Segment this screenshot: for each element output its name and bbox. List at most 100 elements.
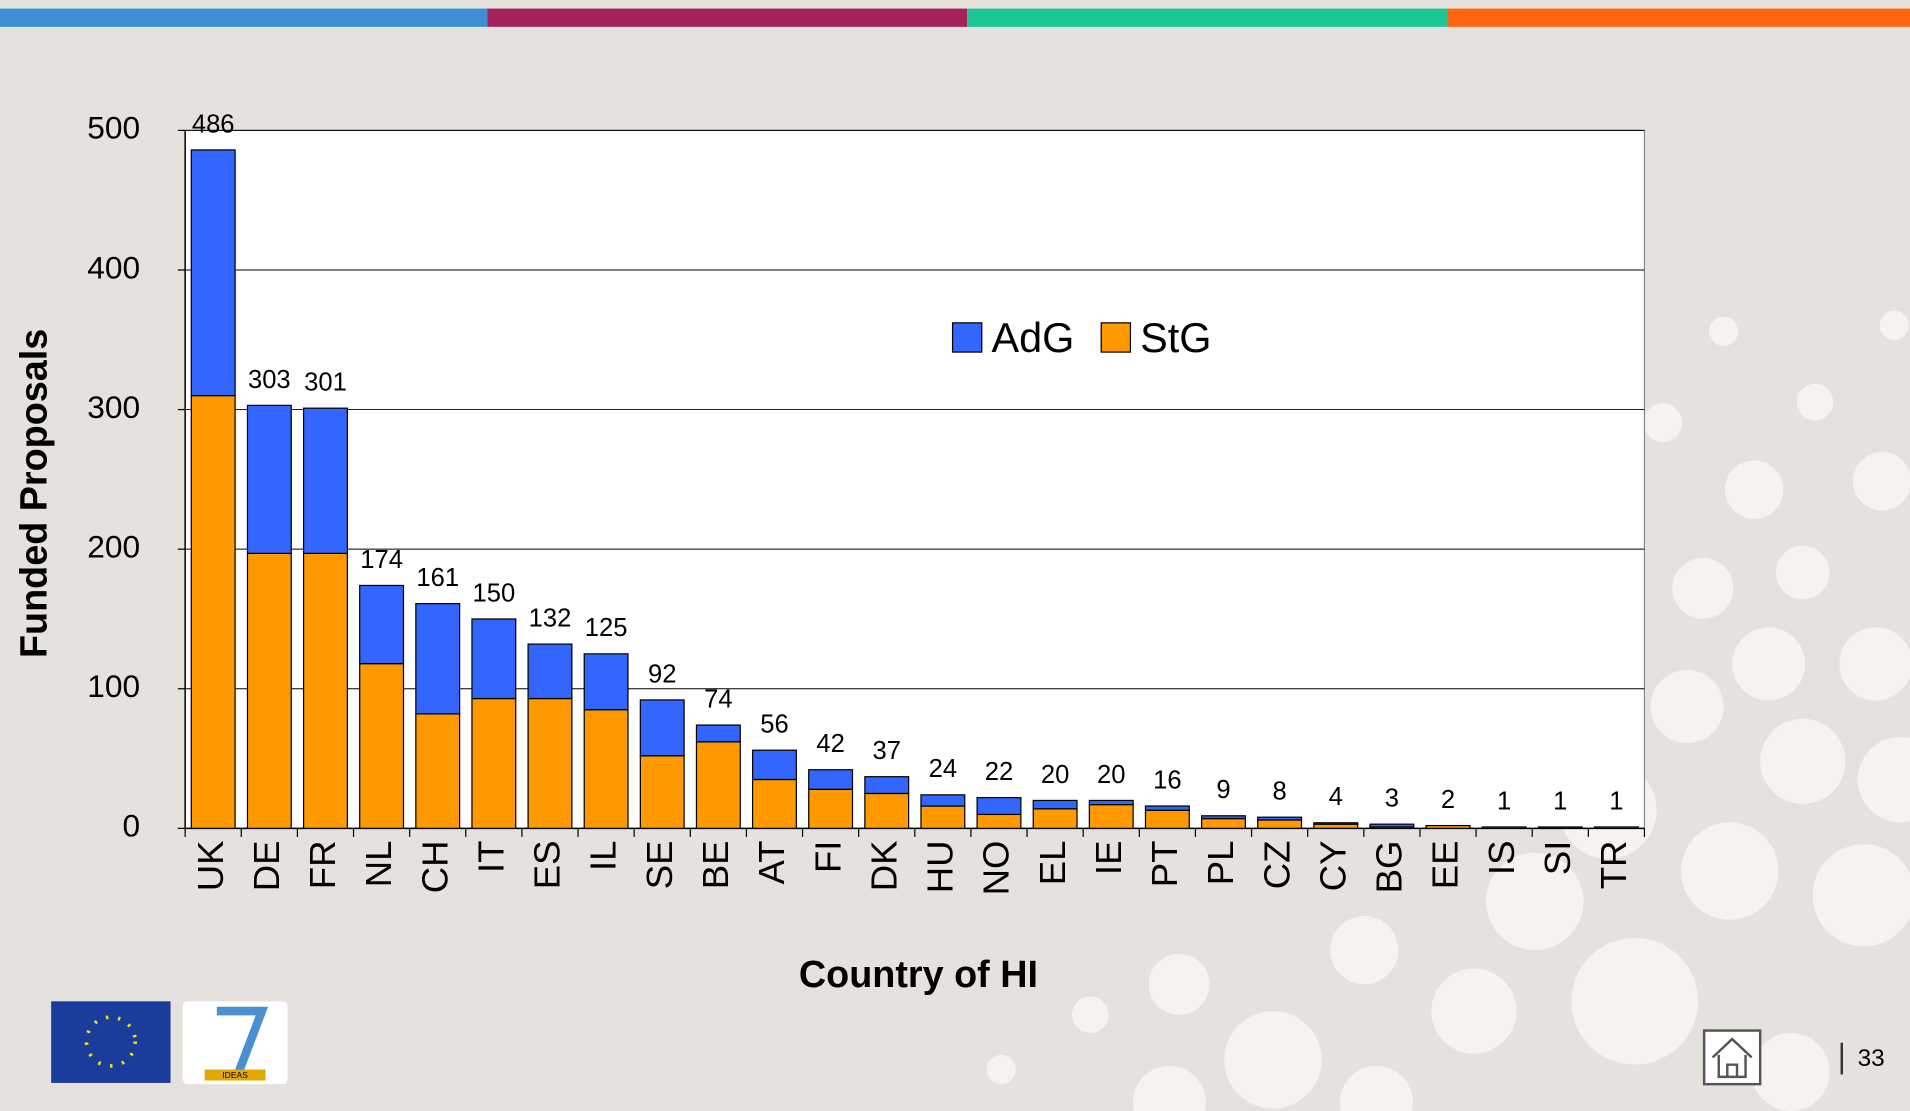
x-tick-label: PT [1144,841,1185,888]
bar-segment [976,813,1022,829]
bar-segment [527,697,573,829]
bar-segment [1088,799,1134,806]
total-label: 22 [985,758,1013,786]
x-tick-label: TR [1593,841,1634,890]
total-label: 1 [1497,787,1511,815]
total-label: 486 [192,110,235,138]
total-label: 1 [1553,787,1567,815]
bar-segment [246,552,292,829]
x-tick-label: FI [807,841,848,873]
bar-segment [1201,815,1246,820]
x-tick-label: NL [358,841,399,888]
bar-segment [471,697,517,829]
bar-segment [1369,823,1415,828]
y-tick-label: 200 [87,529,140,565]
legend-swatch [951,322,983,353]
bar-segment [1144,805,1190,811]
home-button[interactable] [1702,1029,1762,1086]
x-tick-label: UK [190,841,231,892]
bar-segment [1032,808,1078,829]
total-label: 8 [1273,778,1287,806]
bar-segment [1088,804,1134,829]
bar-segment [359,663,405,829]
bar-segment [1537,826,1583,829]
x-tick-label: CY [1312,841,1353,892]
total-label: 16 [1153,766,1181,794]
bar-segment [1425,824,1471,829]
bar-segment [1257,816,1303,821]
logo-text: IDEAS [222,1070,248,1080]
x-tick-label: SE [639,841,680,890]
bar-segment [1032,799,1078,810]
bar-segment [864,792,910,829]
bar-segment [302,552,348,829]
x-tick-label: EE [1425,841,1466,890]
y-tick-label: 300 [87,389,140,425]
eu-logo [51,1001,171,1083]
bar-segment [1313,822,1359,825]
legend-label: StG [1140,315,1211,361]
x-tick-label: DE [246,841,287,892]
bar-segment [1481,826,1527,829]
y-tick-label: 500 [87,110,140,146]
bar-segment [1201,817,1246,829]
legend-label: AdG [992,315,1075,361]
bar-segment [695,724,741,743]
bar-segment [1144,809,1190,829]
bar-segment [302,407,348,554]
total-label: 20 [1097,761,1125,789]
x-tick-label: BG [1369,841,1410,894]
bar-segment [583,709,629,829]
x-tick-label: HU [920,841,961,894]
bar-segment [639,755,685,829]
bar-segment [1593,826,1639,829]
total-label: 92 [648,660,676,688]
bar-segment [976,797,1022,816]
x-tick-label: CZ [1256,841,1297,890]
stripe [0,8,488,27]
x-tick-label: AT [751,841,792,885]
bar-segment [527,643,573,700]
bar-segment [583,653,629,711]
total-label: 150 [473,579,516,607]
bar-segment [920,794,966,807]
y-tick-label: 400 [87,249,140,285]
x-tick-label: IS [1481,841,1522,876]
bar-segment [471,618,517,700]
x-tick-label: EL [1032,841,1073,886]
total-label: 174 [360,546,403,574]
total-label: 132 [529,604,572,632]
y-tick-label: 0 [122,808,140,844]
total-label: 37 [873,737,901,765]
total-label: 20 [1041,761,1069,789]
bar-segment [751,778,797,829]
bar-segment [246,404,292,554]
total-label: 4 [1329,783,1343,811]
bar-segment [808,788,854,829]
bar-segment [359,584,405,665]
fp7-logo: IDEAS [182,1001,288,1085]
total-label: 125 [585,614,628,642]
bar-segment [751,749,797,781]
x-tick-label: CH [414,841,455,894]
bar-segment [190,395,236,829]
bar-segment [920,805,966,829]
x-tick-label: IL [583,841,624,871]
total-label: 24 [929,755,957,783]
bar-segment [1257,819,1303,829]
decoration [986,310,1910,1111]
total-label: 3 [1385,785,1399,813]
total-label: 74 [704,685,732,713]
total-label: 2 [1441,786,1455,814]
total-label: 303 [248,366,291,394]
stripe [487,8,968,27]
x-tick-label: NO [976,841,1017,896]
bar-segment [415,713,461,829]
legend-swatch [1100,322,1132,353]
x-axis-title: Country of HI [799,954,1038,996]
bar-segment [639,699,685,757]
x-tick-label: ES [527,841,568,890]
